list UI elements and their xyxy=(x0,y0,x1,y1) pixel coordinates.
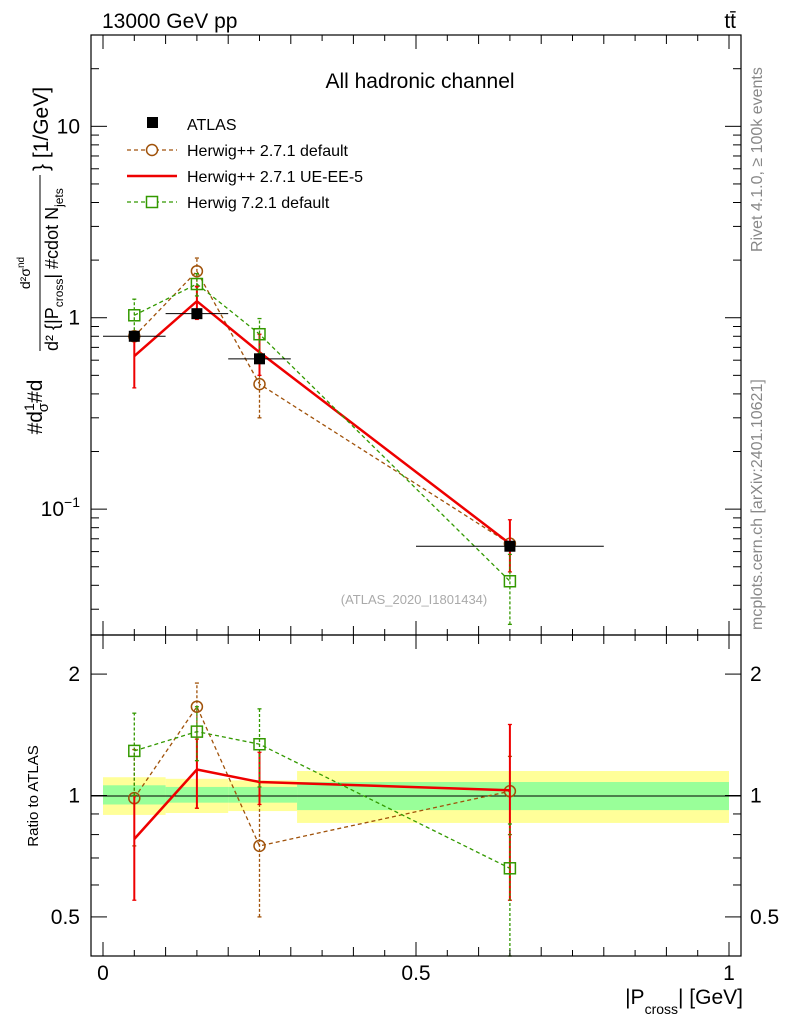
svg-text:Herwig++ 2.7.1 default: Herwig++ 2.7.1 default xyxy=(187,143,349,160)
legend-entry-herwig7-default: Herwig 7.2.1 default xyxy=(127,195,330,212)
ratio-herwig-2-7-1-default-marker xyxy=(190,700,204,713)
ratio-herwig-7-2-1-default-marker xyxy=(128,744,141,758)
ratio-ytick-label: 1 xyxy=(68,785,80,808)
main-herwig-2-7-1-default-marker xyxy=(253,377,266,391)
main-ylabel: #d1σ#d d²σnd d² {|Pcross| #cdot Njets } … xyxy=(16,87,66,434)
rivet-label: Rivet 4.1.0, ≥ 100k events xyxy=(749,67,766,252)
svg-text:d²σnd: d²σnd xyxy=(16,257,33,289)
ratio-ytick-label-right: 2 xyxy=(750,663,762,686)
ratio-herwig-7-2-1-default-marker xyxy=(253,737,266,751)
main-herwig-7-2-1-default-line xyxy=(134,283,511,582)
legend-entry-herwigpp-ue-ee-5: Herwig++ 2.7.1 UE-EE-5 xyxy=(127,169,363,186)
main-atlas-point xyxy=(254,353,265,365)
legend: ATLAS Herwig++ 2.7.1 default Herwig++ 2.… xyxy=(127,117,363,212)
ratio-marks xyxy=(128,682,517,957)
ratio-herwig-7-2-1-default-marker xyxy=(503,862,517,875)
main-herwig-7-2-1-default-marker xyxy=(128,309,141,322)
main-marks xyxy=(103,257,604,626)
xtick-label: 0 xyxy=(97,962,109,985)
main-herwig-7-2-1-default-marker xyxy=(253,327,266,341)
main-herwig-2-7-1-ue-ee-5-line xyxy=(133,299,511,545)
svg-text:#d1σ#d: #d1σ#d xyxy=(21,380,52,435)
ratio-herwig-2-7-1-default-marker xyxy=(253,839,266,853)
main-panel: 10−1 1 10 All hadronic channel (ATLAS_2020… xyxy=(16,34,742,636)
process-label: tt̄ xyxy=(724,10,736,33)
ratio-ytick-label-right: 1 xyxy=(750,785,762,808)
main-atlas-point xyxy=(191,308,203,320)
ratio-ylabel: Ratio to ATLAS xyxy=(25,745,42,846)
main-herwig-2-7-1-default-line xyxy=(133,270,511,545)
xtick-label: 0.5 xyxy=(401,962,430,985)
ratio-ticks: 0.5 0.5 1 1 2 2 0 0.5 1 xyxy=(51,635,779,985)
svg-text:Herwig 7.2.1 default: Herwig 7.2.1 default xyxy=(187,195,330,212)
main-ytick-label: 10−1 xyxy=(41,494,81,521)
main-atlas-point xyxy=(504,540,516,552)
svg-text:Herwig++ 2.7.1 UE-EE-5: Herwig++ 2.7.1 UE-EE-5 xyxy=(187,169,363,186)
main-title: All hadronic channel xyxy=(325,70,514,93)
main-ytick-label: 1 xyxy=(68,307,80,330)
legend-entry-herwigpp-default: Herwig++ 2.7.1 default xyxy=(127,143,349,160)
ratio-panel: 0.5 0.5 1 1 2 2 0 0.5 1 Ratio to ATLAS |Pcross| … xyxy=(25,634,779,1017)
mcplots-label: mcplots.cern.ch [arXiv:2401.10621] xyxy=(749,379,766,630)
main-ticks: 10−1 1 10 xyxy=(41,34,741,635)
ratio-band-inner xyxy=(228,786,298,803)
main-herwig-2-7-1-default-marker xyxy=(190,264,204,278)
main-ytick-label: 10 xyxy=(57,115,80,138)
main-herwig-7-2-1-default-marker xyxy=(503,574,517,588)
svg-text:d² {|Pcross| #cdot Njets: d² {|Pcross| #cdot Njets xyxy=(42,188,66,351)
xlabel: |Pcross| [GeV] xyxy=(625,986,743,1017)
ratio-herwig-7-2-1-default-line xyxy=(134,730,511,869)
ratio-herwig-7-2-1-default-marker xyxy=(190,725,204,738)
main-atlas-point xyxy=(128,330,140,342)
energy-label: 13000 GeV pp xyxy=(102,10,237,33)
ratio-herwig-2-7-1-ue-ee-5-line xyxy=(133,768,510,840)
svg-text:} [1/GeV]: } [1/GeV] xyxy=(30,87,53,171)
main-herwig-7-2-1-default-marker xyxy=(190,277,204,291)
ratio-ytick-label: 0.5 xyxy=(51,906,80,929)
ratio-ytick-label: 2 xyxy=(68,663,80,686)
ratio-ytick-label-right: 0.5 xyxy=(750,906,779,929)
xtick-label: 1 xyxy=(723,962,735,985)
svg-text:ATLAS: ATLAS xyxy=(187,117,237,134)
analysis-watermark: (ATLAS_2020_I1801434) xyxy=(341,592,487,607)
legend-entry-atlas: ATLAS xyxy=(147,117,237,134)
